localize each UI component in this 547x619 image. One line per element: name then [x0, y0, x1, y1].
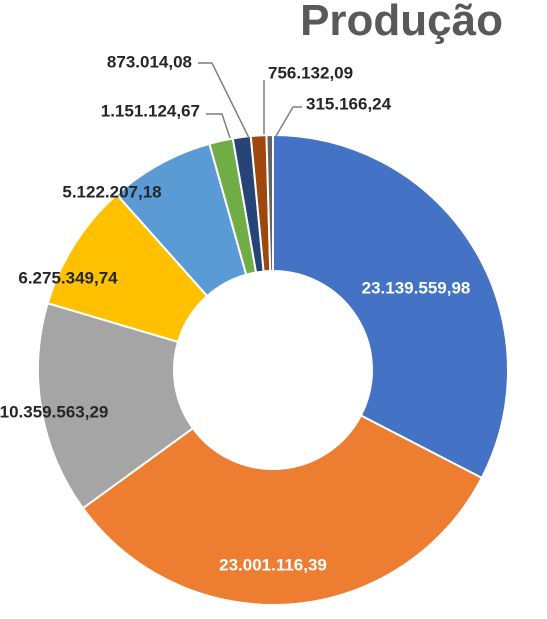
chart-title: Produção	[300, 0, 503, 45]
data-label: 5.122.207,18	[62, 182, 161, 201]
data-label: 23.001.116,39	[219, 555, 327, 574]
donut-slice	[37, 301, 195, 510]
leader-line	[198, 62, 250, 139]
leader-line	[206, 113, 231, 139]
donut-slice	[265, 133, 274, 273]
data-label: 756.132,09	[268, 63, 353, 82]
leader-line	[275, 106, 302, 137]
donut-slice	[272, 133, 509, 480]
data-label: 6.275.349,74	[18, 268, 118, 287]
donut-slice	[81, 414, 484, 606]
data-label: 873.014,08	[107, 52, 192, 71]
data-label: 315.166,24	[306, 94, 392, 113]
data-label: 1.151.124,67	[101, 101, 200, 120]
data-label: 23.139.559,98	[362, 278, 471, 297]
data-label: 10.359.563,29	[0, 402, 108, 421]
